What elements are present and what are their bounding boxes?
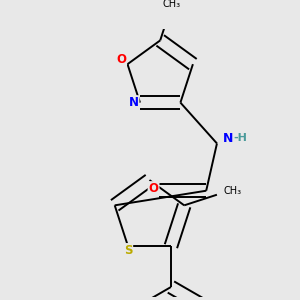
Text: O: O bbox=[148, 182, 159, 195]
Text: -H: -H bbox=[234, 133, 248, 143]
Text: CH₃: CH₃ bbox=[224, 187, 242, 196]
Text: O: O bbox=[116, 53, 126, 66]
Text: S: S bbox=[124, 244, 132, 257]
Text: N: N bbox=[223, 132, 233, 145]
Text: CH₃: CH₃ bbox=[162, 0, 180, 9]
Text: N: N bbox=[129, 96, 139, 109]
